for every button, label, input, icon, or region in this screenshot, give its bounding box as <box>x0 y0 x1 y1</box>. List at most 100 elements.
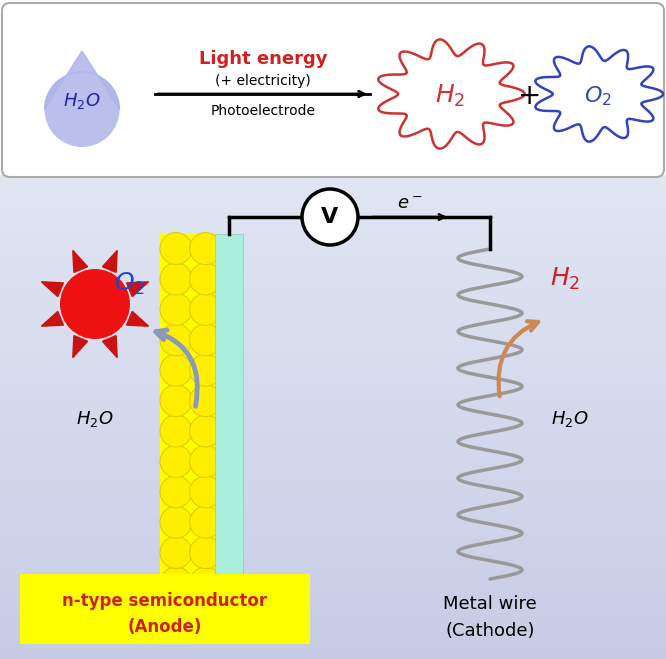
Bar <box>0 246 666 248</box>
Bar <box>0 418 666 419</box>
Bar <box>0 227 666 228</box>
Bar <box>0 337 666 339</box>
Bar <box>0 648 666 649</box>
Bar <box>0 637 666 639</box>
Bar <box>0 509 666 510</box>
Bar <box>0 544 666 545</box>
Bar <box>0 451 666 453</box>
Bar <box>0 403 666 404</box>
Bar <box>0 459 666 461</box>
Bar <box>0 480 666 481</box>
Bar <box>0 308 666 310</box>
Bar <box>0 556 666 557</box>
Circle shape <box>160 293 192 326</box>
Bar <box>0 304 666 306</box>
Bar <box>0 275 666 276</box>
Bar <box>0 190 666 191</box>
Bar <box>0 183 666 184</box>
Bar <box>0 233 666 234</box>
Bar <box>0 623 666 625</box>
Polygon shape <box>41 282 63 297</box>
Circle shape <box>190 567 222 599</box>
Bar <box>0 567 666 568</box>
Bar <box>0 525 666 527</box>
Bar <box>0 196 666 198</box>
Bar <box>0 511 666 512</box>
Bar <box>0 314 666 316</box>
FancyBboxPatch shape <box>2 3 664 177</box>
Bar <box>0 231 666 233</box>
Bar <box>0 532 666 533</box>
Circle shape <box>160 263 192 295</box>
Bar <box>0 210 666 211</box>
Bar <box>0 455 666 457</box>
Bar <box>0 590 666 591</box>
Bar <box>0 308 666 309</box>
Bar <box>0 389 666 390</box>
Text: +: + <box>518 82 541 110</box>
Bar <box>0 598 666 600</box>
Bar <box>0 335 666 336</box>
Bar <box>0 519 666 521</box>
Text: V: V <box>322 207 338 227</box>
Text: (+ electricity): (+ electricity) <box>215 74 311 88</box>
Bar <box>0 436 666 437</box>
Bar <box>0 331 666 333</box>
Bar <box>0 229 666 230</box>
Bar <box>0 395 666 397</box>
Text: Light energy: Light energy <box>198 50 327 68</box>
Bar <box>0 505 666 507</box>
Bar <box>0 285 666 286</box>
Text: $e^-$: $e^-$ <box>397 195 423 213</box>
Bar <box>0 590 666 592</box>
Bar <box>0 366 666 368</box>
Bar <box>0 382 666 384</box>
Circle shape <box>160 324 192 356</box>
Bar <box>0 264 666 265</box>
Bar <box>0 380 666 381</box>
Bar <box>0 596 666 597</box>
Bar <box>0 496 666 498</box>
Bar <box>0 478 666 479</box>
Bar <box>0 264 666 266</box>
Bar <box>0 490 666 491</box>
Bar <box>0 420 666 422</box>
Bar <box>0 202 666 203</box>
Circle shape <box>160 233 192 265</box>
Bar <box>0 306 666 307</box>
Bar <box>0 455 666 456</box>
Bar <box>0 258 666 260</box>
Bar <box>0 328 666 330</box>
Bar <box>0 610 666 612</box>
Bar <box>0 233 666 235</box>
Bar <box>0 552 666 554</box>
Bar <box>0 217 666 219</box>
Circle shape <box>190 324 222 356</box>
Bar <box>0 312 666 313</box>
Bar <box>0 646 666 648</box>
Bar <box>0 428 666 429</box>
Bar <box>0 457 666 458</box>
Bar <box>0 183 666 185</box>
Bar <box>0 248 666 250</box>
Bar <box>0 270 666 271</box>
Bar <box>0 198 666 199</box>
Bar <box>0 616 666 617</box>
Bar <box>0 490 666 492</box>
Bar <box>0 594 666 595</box>
Bar <box>0 536 666 537</box>
Bar <box>0 554 666 556</box>
Bar <box>0 405 666 406</box>
Bar <box>0 434 666 436</box>
Bar <box>0 432 666 434</box>
Text: $H_2O$: $H_2O$ <box>63 91 101 111</box>
Bar <box>0 200 666 201</box>
Bar <box>0 362 666 364</box>
Bar <box>0 565 666 567</box>
Bar <box>0 426 666 427</box>
Text: Photoelectrode: Photoelectrode <box>210 104 316 118</box>
Bar <box>0 239 666 240</box>
Bar <box>0 614 666 615</box>
Bar <box>0 283 666 284</box>
Bar <box>0 297 666 298</box>
